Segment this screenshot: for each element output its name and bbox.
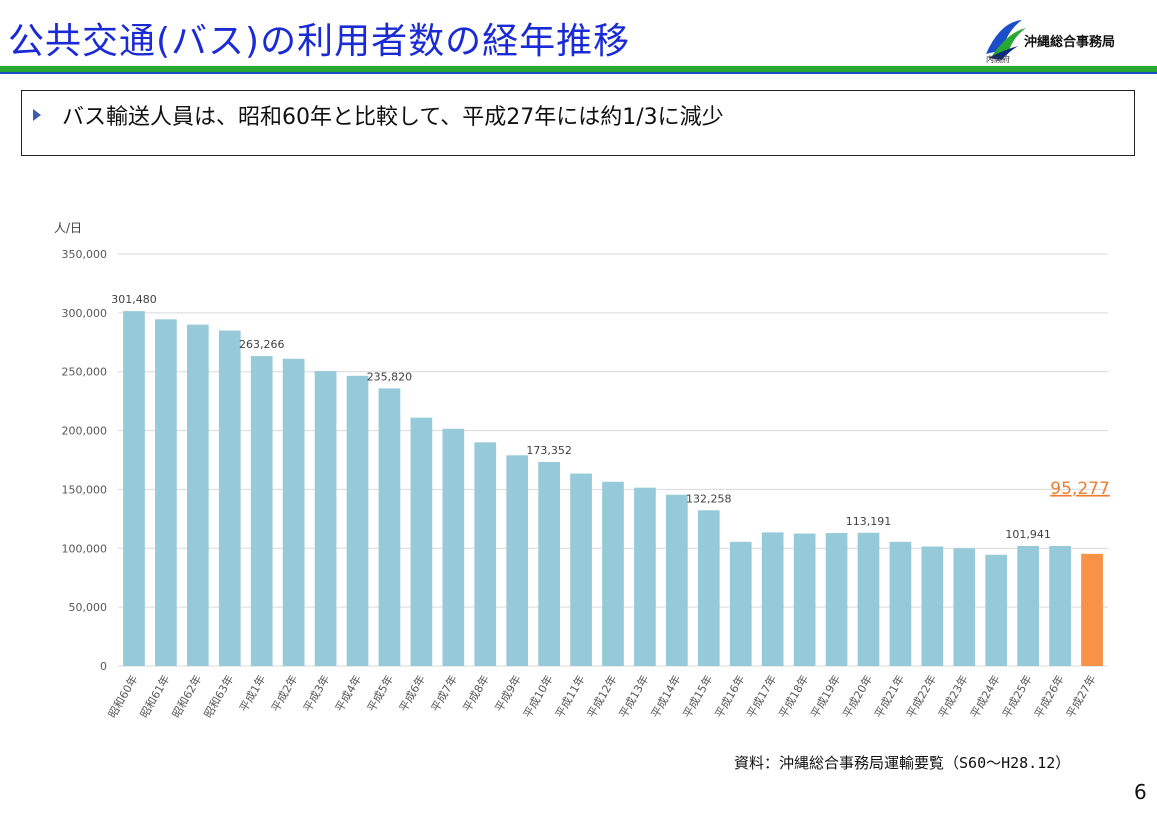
x-tick-label: 平成12年 bbox=[584, 673, 620, 721]
x-tick-label: 平成14年 bbox=[648, 673, 684, 721]
bar bbox=[314, 371, 337, 666]
bar bbox=[666, 494, 688, 666]
data-label: 113,191 bbox=[846, 515, 892, 528]
x-tick-label: 平成6年 bbox=[396, 673, 428, 715]
x-tick-label: 平成1年 bbox=[236, 673, 268, 715]
org-name: 沖縄総合事務局 bbox=[1024, 35, 1116, 50]
bullet-arrow-icon bbox=[33, 109, 41, 121]
x-tick-label: 平成2年 bbox=[268, 673, 300, 715]
bar bbox=[123, 311, 145, 666]
bar bbox=[282, 358, 305, 666]
x-tick-label: 平成4年 bbox=[332, 673, 364, 715]
org-logo bbox=[986, 20, 1026, 60]
header-rule-green bbox=[0, 66, 1157, 72]
x-tick-label: 平成21年 bbox=[871, 673, 907, 721]
y-tick-label: 200,000 bbox=[62, 425, 108, 438]
bar bbox=[953, 548, 976, 666]
x-tick-label: 平成5年 bbox=[364, 673, 396, 715]
data-label: 301,480 bbox=[111, 293, 157, 306]
y-tick-labels: 0 50,000 100,000 150,000 200,000 250,000 300,0… bbox=[62, 248, 108, 673]
bar bbox=[1017, 546, 1040, 666]
y-tick-label: 0 bbox=[100, 660, 107, 673]
y-tick-label: 300,000 bbox=[62, 307, 108, 320]
bar bbox=[602, 481, 624, 666]
x-tick-label: 平成25年 bbox=[999, 673, 1035, 721]
bar bbox=[921, 546, 944, 666]
bar bbox=[506, 455, 529, 666]
data-label: 132,258 bbox=[686, 492, 732, 505]
x-tick-label: 平成22年 bbox=[903, 673, 939, 721]
x-tick-label: 平成20年 bbox=[839, 673, 875, 721]
x-tick-label: 昭和62年 bbox=[169, 673, 205, 721]
header-rule-blue bbox=[0, 72, 1157, 74]
x-tick-label: 平成16年 bbox=[712, 673, 748, 721]
highlight-data-label: 95,277 bbox=[1050, 479, 1109, 499]
x-tick-label: 平成15年 bbox=[680, 673, 716, 721]
x-tick-label: 平成8年 bbox=[460, 673, 492, 715]
x-tick-label: 平成18年 bbox=[776, 673, 812, 721]
source-note: 資料：沖縄総合事務局運輸要覧（S60～H28.12） bbox=[734, 754, 1071, 772]
bar bbox=[634, 487, 656, 666]
data-label: 235,820 bbox=[367, 370, 413, 383]
bar bbox=[1049, 546, 1071, 666]
summary-text: バス輸送人員は、昭和60年と比較して、平成27年には約1/3に減少 bbox=[62, 105, 724, 130]
bar bbox=[985, 554, 1008, 666]
bar bbox=[250, 356, 273, 666]
x-tick-label: 平成7年 bbox=[428, 673, 460, 715]
x-tick-label: 平成17年 bbox=[744, 673, 780, 721]
x-tick-label: 平成10年 bbox=[520, 673, 556, 721]
bar bbox=[186, 324, 209, 666]
page-title: 公共交通(バス)の利用者数の経年推移 bbox=[8, 21, 631, 62]
y-tick-label: 50,000 bbox=[69, 601, 108, 614]
summary-callout: バス輸送人員は、昭和60年と比較して、平成27年には約1/3に減少 bbox=[21, 90, 1135, 156]
data-labels: 301,480 263,266 235,820 173,352 132,258 113,1… bbox=[111, 293, 1110, 541]
x-tick-label: 平成24年 bbox=[967, 673, 1003, 721]
y-tick-label: 100,000 bbox=[62, 542, 108, 555]
bar bbox=[857, 532, 880, 666]
bar bbox=[378, 388, 401, 666]
bar bbox=[570, 473, 592, 666]
bar bbox=[697, 510, 720, 666]
bar bbox=[889, 541, 912, 666]
bar bbox=[346, 375, 369, 666]
swirl-logo-icon bbox=[986, 20, 1026, 60]
bar bbox=[474, 442, 497, 666]
bar bbox=[793, 533, 816, 666]
x-tick-label: 平成13年 bbox=[616, 673, 652, 721]
x-tick-label: 昭和61年 bbox=[137, 673, 173, 721]
x-tick-label: 平成26年 bbox=[1031, 673, 1067, 721]
bus-ridership-chart: 人/日 050,000100,000150,000200,000250,0003… bbox=[54, 221, 1110, 721]
x-tick-label: 昭和63年 bbox=[201, 673, 237, 721]
bar bbox=[410, 417, 433, 666]
org-sub: 内閣府 bbox=[986, 55, 1010, 64]
x-tick-label: 昭和60年 bbox=[105, 673, 141, 721]
y-tick-label: 250,000 bbox=[62, 366, 108, 379]
bar bbox=[1081, 553, 1103, 666]
bar bbox=[155, 319, 177, 666]
x-tick-label: 平成19年 bbox=[808, 673, 844, 721]
data-label: 263,266 bbox=[239, 338, 285, 351]
x-tick-label: 平成3年 bbox=[300, 673, 332, 715]
data-label: 101,941 bbox=[1005, 528, 1051, 541]
x-tick-label: 平成11年 bbox=[552, 673, 588, 721]
bar bbox=[729, 541, 752, 666]
bars bbox=[123, 311, 1103, 666]
y-tick-label: 350,000 bbox=[62, 248, 108, 261]
data-label: 173,352 bbox=[526, 444, 572, 457]
x-tick-label: 平成23年 bbox=[935, 673, 971, 721]
x-tick-label: 平成27年 bbox=[1063, 673, 1099, 721]
bar bbox=[442, 428, 465, 666]
bar bbox=[218, 330, 241, 666]
y-tick-label: 150,000 bbox=[62, 483, 108, 496]
bar bbox=[538, 461, 560, 666]
page-number: 6 bbox=[1134, 780, 1147, 804]
bar bbox=[825, 532, 848, 666]
x-tick-label: 平成9年 bbox=[492, 673, 524, 715]
bar bbox=[761, 532, 784, 666]
y-axis-label: 人/日 bbox=[54, 221, 82, 235]
